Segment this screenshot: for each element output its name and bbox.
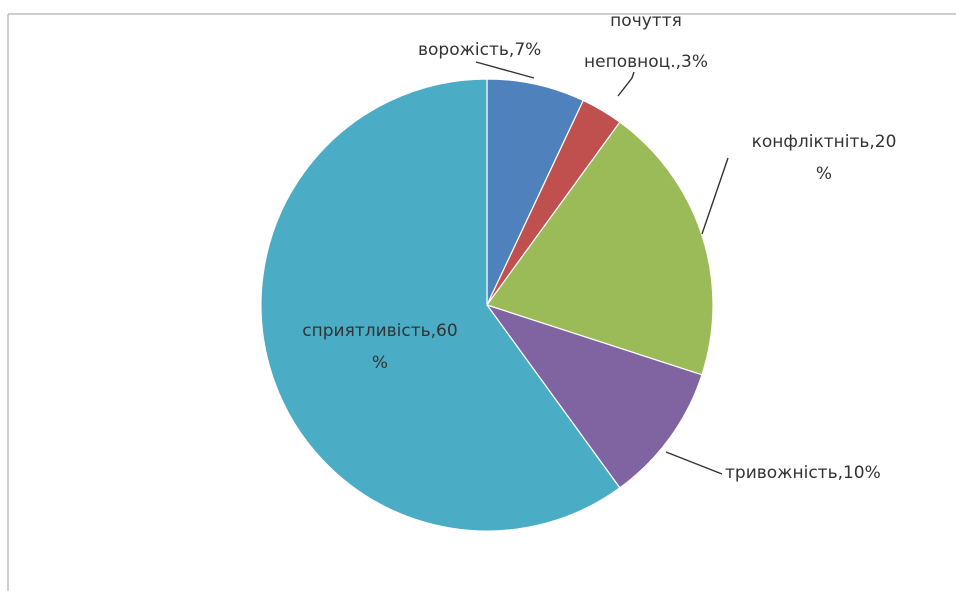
leader-line-конфліктніть (701, 157, 729, 235)
data-label-конфліктніть-line-2: % (816, 164, 832, 184)
leader-line-почуття-неповноц (617, 71, 635, 97)
data-label-сприятливість-line-1: сприятливість,60 (302, 321, 457, 341)
pie-slices (260, 78, 714, 532)
data-label-конфліктніть-line-1: конфліктніть,20 (752, 132, 897, 152)
pie-slice-сприятливість (260, 78, 621, 532)
data-label-тривожність: тривожність,10% (725, 463, 881, 483)
pie-slice-тривожність (485, 303, 703, 489)
leader-line-ворожість (475, 61, 535, 79)
data-labels: ворожість,7% почуття неповноц.,3% конфлі… (302, 11, 896, 483)
leader-line-тривожність (665, 451, 723, 475)
data-label-сприятливість-line-2: % (372, 353, 388, 373)
pie-slice-конфліктніть (486, 121, 714, 376)
data-label-почуття-line-1: почуття (610, 11, 682, 31)
leader-lines (475, 61, 729, 475)
data-label-почуття-line-2: неповноц.,3% (584, 52, 708, 72)
data-label-ворожість: ворожість,7% (418, 40, 541, 60)
